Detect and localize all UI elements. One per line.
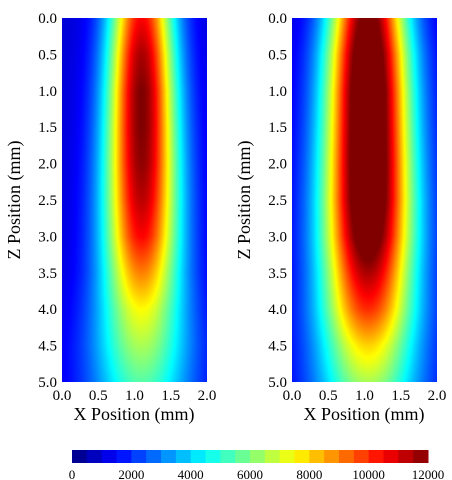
y-tick-label: 5.0	[38, 375, 57, 391]
x-tick-label: 2.0	[198, 388, 217, 404]
colorbar-cell	[383, 450, 399, 463]
y-tick-label: 0.5	[38, 47, 57, 63]
colorbar-cell	[235, 450, 251, 463]
y-tick-label: 5.0	[268, 375, 287, 391]
x-tick-label: 0.5	[319, 388, 338, 404]
colorbar-cell	[86, 450, 103, 463]
y-tick-label: 2.5	[268, 193, 287, 209]
colorbar-tick-label: 2000	[118, 467, 144, 480]
colorbar: 0 2000 4000 6000 8000 10000 12000	[69, 450, 445, 480]
y-tick-label: 1.5	[38, 120, 57, 136]
colorbar-cell	[279, 450, 295, 463]
right-y-axis-label: Z Position (mm)	[234, 140, 255, 259]
colorbar-tick-label: 10000	[352, 467, 385, 480]
y-tick-label: 1.0	[38, 84, 57, 100]
colorbar-tick-label: 0	[69, 467, 76, 480]
y-tick-label: 3.5	[268, 266, 287, 282]
y-tick-label: 4.5	[268, 339, 287, 355]
left-heatmap-image	[62, 18, 207, 382]
x-tick-label: 0.0	[53, 388, 72, 404]
colorbar-cell	[309, 450, 325, 463]
colorbar-tick-label: 12000	[412, 467, 445, 480]
y-tick-label: 2.0	[268, 157, 287, 173]
colorbar-cell	[250, 450, 266, 463]
colorbar-tick-label: 8000	[296, 467, 322, 480]
colorbar-cell	[324, 450, 340, 463]
left-y-axis-label: Z Position (mm)	[4, 140, 25, 259]
x-tick-label: 2.0	[428, 388, 447, 404]
colorbar-cell	[353, 450, 370, 463]
colorbar-cell	[205, 450, 221, 463]
left-heatmap-panel: 0.0 0.5 1.0 1.5 2.0 2.5 3.0 3.5 4.0 4.5 5.0 0.0 0.5…	[4, 11, 216, 425]
y-tick-label: 0.5	[268, 47, 287, 63]
colorbar-cells	[72, 450, 429, 463]
right-y-tick-labels: 0.0 0.5 1.0 1.5 2.0 2.5 3.0 3.5 4.0 4.5 5.0	[268, 11, 287, 391]
y-tick-label: 4.0	[38, 302, 57, 318]
y-tick-label: 2.0	[38, 157, 57, 173]
x-tick-label: 0.5	[89, 388, 108, 404]
y-tick-label: 3.0	[38, 229, 57, 245]
y-tick-label: 1.0	[268, 84, 287, 100]
y-tick-label: 2.5	[38, 193, 57, 209]
colorbar-cell	[116, 450, 132, 463]
colorbar-cell	[161, 450, 177, 463]
y-tick-label: 0.0	[38, 11, 57, 27]
right-heatmap-image	[292, 18, 437, 382]
colorbar-cell	[398, 450, 414, 463]
colorbar-cell	[294, 450, 310, 463]
y-tick-label: 3.5	[38, 266, 57, 282]
y-tick-label: 1.5	[268, 120, 287, 136]
x-tick-label: 1.0	[125, 388, 144, 404]
left-y-tick-labels: 0.0 0.5 1.0 1.5 2.0 2.5 3.0 3.5 4.0 4.5 5.0	[38, 11, 57, 391]
colorbar-cell	[72, 450, 88, 463]
colorbar-cell	[339, 450, 355, 463]
colorbar-tick-labels: 0 2000 4000 6000 8000 10000 12000	[69, 467, 445, 480]
y-tick-label: 4.5	[38, 339, 57, 355]
colorbar-cell	[146, 450, 162, 463]
right-x-tick-labels: 0.0 0.5 1.0 1.5 2.0	[283, 388, 447, 404]
y-tick-label: 3.0	[268, 229, 287, 245]
left-x-axis-label: X Position (mm)	[73, 404, 194, 425]
left-x-tick-labels: 0.0 0.5 1.0 1.5 2.0	[53, 388, 217, 404]
right-heatmap-panel: 0.0 0.5 1.0 1.5 2.0 2.5 3.0 3.5 4.0 4.5 5.0 0.0 0.5…	[234, 11, 446, 425]
x-tick-label: 1.5	[391, 388, 410, 404]
x-tick-label: 1.0	[355, 388, 374, 404]
colorbar-cell	[131, 450, 147, 463]
colorbar-cell	[264, 450, 281, 463]
colorbar-cell	[190, 450, 206, 463]
x-tick-label: 0.0	[283, 388, 302, 404]
colorbar-cell	[413, 450, 429, 463]
colorbar-tick-label: 6000	[237, 467, 263, 480]
x-tick-label: 1.5	[161, 388, 180, 404]
y-tick-label: 4.0	[268, 302, 287, 318]
colorbar-tick-label: 4000	[178, 467, 204, 480]
colorbar-cell	[101, 450, 117, 463]
colorbar-cell	[220, 450, 236, 463]
right-x-axis-label: X Position (mm)	[303, 404, 424, 425]
y-tick-label: 0.0	[268, 11, 287, 27]
colorbar-cell	[175, 450, 192, 463]
colorbar-cell	[368, 450, 384, 463]
